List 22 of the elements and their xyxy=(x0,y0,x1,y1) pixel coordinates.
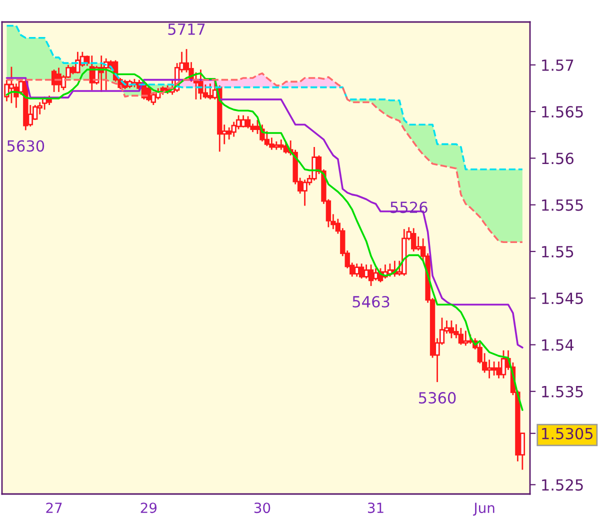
x-tick-label: 30 xyxy=(254,502,270,514)
x-tick-label: 29 xyxy=(140,502,157,514)
y-tick-label: 1.57 xyxy=(542,60,574,71)
annotation: 5463 xyxy=(352,296,390,308)
y-tick-label: 1.555 xyxy=(542,199,583,211)
candlestick xyxy=(358,262,364,280)
y-tick-label: 1.55 xyxy=(542,246,574,258)
x-tick-label: Jun xyxy=(473,502,494,516)
y-tick-label: 1.535 xyxy=(542,386,583,398)
line-series xyxy=(6,24,524,170)
y-tick-label: 1.565 xyxy=(542,106,583,118)
y-tick-label: 1.545 xyxy=(542,292,583,304)
x-tick-label: 31 xyxy=(368,502,384,514)
y-tick-label: 1.525 xyxy=(542,479,583,491)
x-tick-label: 27 xyxy=(46,502,62,513)
annotation: 5717 xyxy=(168,24,205,35)
y-tick-label: 1.5305 xyxy=(542,428,593,440)
y-tick-label: 1.54 xyxy=(542,339,574,351)
annotation: 5526 xyxy=(390,202,428,214)
y-tick-label: 1.56 xyxy=(542,152,574,164)
annotation: 5630 xyxy=(7,140,44,152)
annotation: 5360 xyxy=(419,392,456,404)
